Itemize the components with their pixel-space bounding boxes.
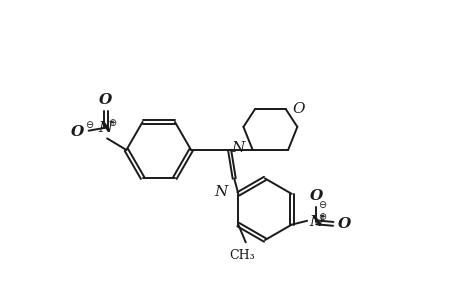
Text: ⊖: ⊖ [85,119,93,130]
Text: CH₃: CH₃ [229,248,254,262]
Text: O: O [71,125,84,139]
Text: ⊕: ⊕ [107,118,116,128]
Text: N: N [231,141,245,155]
Text: O: O [337,217,350,231]
Text: N: N [308,215,323,229]
Text: N: N [98,121,112,135]
Text: O: O [309,189,322,203]
Text: N: N [214,184,228,199]
Text: ⊕: ⊕ [317,212,325,222]
Text: O: O [291,102,304,116]
Text: O: O [99,93,112,107]
Text: ⊖: ⊖ [318,200,326,210]
